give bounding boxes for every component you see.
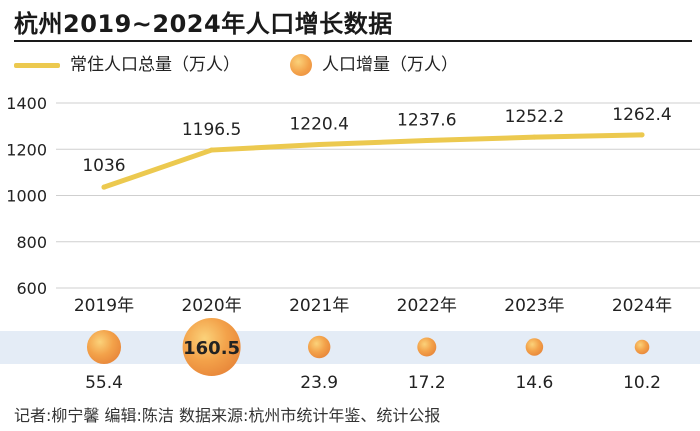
legend-dot-label: 人口增量（万人）: [322, 55, 458, 75]
legend-dot-swatch: [290, 54, 312, 76]
increase-bubble: [417, 337, 437, 357]
x-tick-label: 2024年: [612, 296, 672, 316]
population-value-label: 1196.5: [182, 120, 241, 140]
y-tick-label: 1200: [6, 140, 47, 159]
increase-value-label: 14.6: [515, 373, 553, 393]
x-tick-label: 2023年: [504, 296, 564, 316]
population-point: [101, 184, 107, 190]
x-tick-label: 2022年: [397, 296, 457, 316]
credits: 记者:柳宁馨 编辑:陈洁 数据来源:杭州市统计年鉴、统计公报: [14, 406, 441, 425]
population-point: [639, 132, 645, 138]
population-value-label: 1036: [82, 156, 125, 176]
increase-bubble: [308, 335, 331, 359]
increase-bubbles: 55.4 160.5 23.9 17.2 14.6 10.2: [85, 318, 661, 393]
chart-title: 杭州2019~2024年人口增长数据: [14, 10, 393, 38]
increase-bubble: [182, 318, 241, 376]
population-value-label: 1262.4: [612, 105, 671, 125]
increase-bubble: [525, 338, 544, 356]
increase-value-label: 23.9: [300, 373, 338, 393]
increase-value-label: 10.2: [623, 373, 661, 393]
increase-value-label: 160.5: [183, 338, 240, 359]
legend-line-swatch: [14, 63, 60, 68]
x-tick-label: 2021年: [289, 296, 349, 316]
population-point: [209, 147, 215, 153]
y-tick-label: 1400: [6, 94, 47, 113]
legend-item-population: 常住人口总量（万人）: [14, 54, 274, 76]
y-tick-label: 1000: [6, 187, 47, 206]
legend-line-label: 常住人口总量（万人）: [70, 55, 240, 75]
x-tick-label: 2020年: [181, 296, 241, 316]
population-value-label: 1237.6: [397, 111, 456, 131]
y-tick-label: 600: [16, 279, 47, 298]
increase-bubble: [86, 329, 122, 365]
population-value-label: 1252.2: [505, 107, 564, 127]
x-axis-labels: 2019年 2020年 2021年 2022年 2023年 2024年: [74, 296, 672, 316]
increase-value-label: 55.4: [85, 373, 123, 393]
y-tick-label: 800: [16, 233, 47, 252]
population-value-label: 1220.4: [289, 115, 348, 135]
title-rule: [14, 40, 692, 42]
grid: [56, 102, 700, 289]
population-point: [531, 134, 537, 140]
population-line: [101, 132, 645, 190]
increase-bubble: [634, 339, 650, 355]
population-point: [316, 142, 322, 148]
increase-value-label: 17.2: [408, 373, 446, 393]
y-axis-ticks: 1400 1200 1000 800 600: [6, 94, 47, 298]
population-line-layer: 1036 1196.5 1220.4 1237.6 1252.2 1262.4: [82, 105, 672, 190]
population-point: [424, 138, 430, 144]
legend-item-increase: 人口增量（万人）: [290, 54, 490, 76]
x-tick-label: 2019年: [74, 296, 134, 316]
